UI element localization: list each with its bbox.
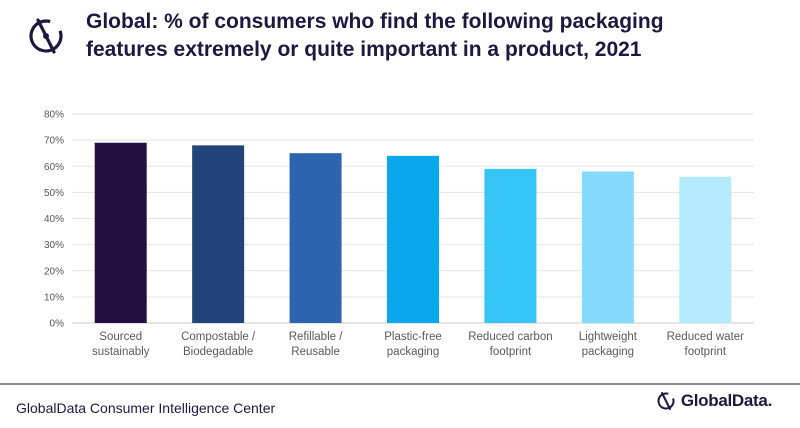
bar [192,145,245,323]
x-category-label: Refillable / [289,331,343,343]
x-category-label: sustainably [92,346,150,358]
y-tick-label: 70% [44,136,64,147]
bar [94,142,147,323]
bar [387,155,439,323]
y-tick-label: 40% [44,214,64,225]
y-tick-label: 50% [44,188,64,199]
brand-name: GlobalData. [680,391,772,410]
x-category-label: footprint [685,346,727,358]
bar-chart: 0% 10% 20% 30% 40% 50% 60% 70% 80% Sourced sustain… [44,110,754,358]
brand-logo: GlobalData. [655,390,772,412]
y-tick-label: 20% [44,266,64,277]
bar [484,168,537,323]
y-tick-label: 80% [44,110,64,121]
x-category-label: Plastic-free [384,331,442,343]
chart-title: Global: % of consumers who find the foll… [86,8,786,64]
y-tick-label: 30% [44,240,64,251]
bar [289,153,342,323]
y-tick-label: 0% [50,319,65,330]
title-line-2: features extremely or quite important in… [86,38,642,61]
title-line-1: Global: % of consumers who find the foll… [86,10,664,33]
x-category-label: packaging [582,346,634,358]
x-category-label: Reduced water [667,331,745,343]
x-category-label: Reduced carbon [468,331,552,343]
globaldata-logo-icon [657,392,675,410]
x-category-label: Compostable / [181,331,256,343]
source-label: GlobalData Consumer Intelligence Center [16,400,276,416]
x-category-label: Biodegadable [183,346,253,358]
globaldata-logo-icon [29,18,63,54]
bar [679,176,732,323]
x-category-label: Sourced [99,331,142,343]
x-category-label: packaging [387,346,439,358]
x-category-label: Reusable [291,346,340,358]
x-category-label: Lightweight [579,331,638,343]
x-category-label: footprint [490,346,532,358]
bar [581,171,634,323]
y-tick-label: 60% [44,162,64,173]
y-tick-label: 10% [44,292,64,303]
footer-divider [0,383,800,385]
